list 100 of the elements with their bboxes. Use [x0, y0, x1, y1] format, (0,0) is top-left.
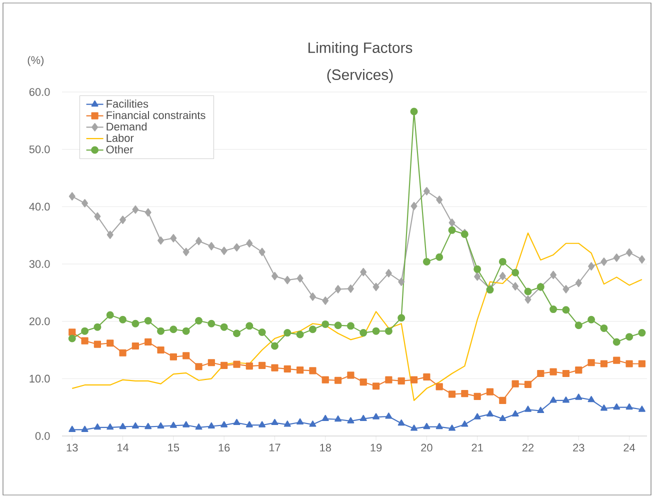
point — [562, 370, 570, 378]
point — [132, 320, 140, 328]
point — [524, 380, 532, 388]
point — [524, 288, 532, 296]
point — [271, 418, 278, 426]
point — [258, 328, 266, 336]
point — [436, 383, 443, 390]
y-tick-label: 10.0 — [30, 374, 50, 383]
point — [208, 242, 215, 250]
point — [385, 412, 392, 419]
point — [322, 414, 329, 422]
point — [271, 364, 278, 372]
point — [182, 248, 190, 256]
point — [588, 359, 595, 366]
point — [638, 406, 646, 412]
x-tick-label: 20 — [421, 444, 432, 452]
point — [258, 248, 266, 256]
point — [384, 327, 392, 335]
point — [220, 362, 228, 370]
point — [158, 236, 164, 245]
point — [448, 424, 456, 431]
point — [512, 268, 520, 276]
x-tick-label: 16 — [218, 444, 230, 452]
x-tick-label: 23 — [573, 444, 584, 452]
point — [220, 323, 228, 331]
point — [499, 272, 506, 280]
legend-label: Demand — [106, 122, 147, 131]
point — [474, 392, 481, 400]
y-tick-label: 20.0 — [29, 317, 50, 326]
point — [106, 423, 114, 430]
point — [233, 360, 240, 368]
point — [246, 322, 254, 330]
point — [246, 239, 253, 248]
point — [119, 422, 126, 430]
y-tick-label: 40.0 — [29, 202, 50, 211]
x-tick-label: 22 — [522, 444, 534, 452]
point — [550, 368, 557, 376]
y-tick-label: 30.0 — [29, 260, 50, 268]
point — [562, 396, 570, 403]
point — [132, 205, 139, 214]
point — [410, 424, 418, 431]
point — [68, 328, 76, 336]
point — [347, 372, 354, 379]
point — [284, 329, 292, 337]
point — [372, 382, 380, 390]
point — [144, 317, 152, 325]
point — [106, 311, 114, 319]
point — [588, 262, 595, 270]
point — [575, 394, 582, 400]
point — [638, 360, 646, 368]
point — [334, 322, 342, 330]
point — [461, 420, 468, 427]
point — [512, 380, 519, 388]
point — [499, 414, 506, 422]
point — [296, 366, 304, 374]
point — [106, 230, 114, 239]
point — [550, 270, 557, 280]
point — [94, 323, 102, 331]
point — [499, 396, 506, 404]
point — [284, 276, 291, 284]
point — [119, 316, 127, 324]
point — [170, 326, 178, 334]
point — [474, 272, 481, 281]
x-tick-label: 19 — [370, 444, 382, 452]
point — [270, 342, 278, 350]
point — [232, 330, 240, 338]
point — [474, 413, 481, 420]
point — [398, 278, 405, 286]
point — [423, 373, 430, 380]
point — [613, 254, 620, 262]
point — [385, 376, 392, 384]
point — [170, 353, 177, 360]
point — [208, 320, 216, 328]
point — [144, 338, 152, 346]
point — [296, 330, 304, 338]
point — [498, 258, 506, 266]
point — [410, 376, 418, 384]
point — [334, 376, 342, 384]
point — [309, 367, 316, 374]
point — [486, 410, 494, 416]
point — [258, 362, 266, 370]
point — [423, 187, 430, 196]
point — [182, 327, 190, 335]
y-tick-label: 50.0 — [29, 145, 50, 154]
point — [220, 421, 228, 428]
point — [448, 218, 456, 227]
point — [486, 388, 494, 396]
x-tick-label: 24 — [624, 444, 636, 452]
point — [322, 320, 330, 328]
legend-label: Financial constraints — [106, 111, 206, 120]
point — [474, 265, 482, 273]
point — [106, 340, 114, 347]
point — [600, 324, 608, 332]
point — [360, 329, 368, 337]
point — [410, 202, 418, 210]
point — [296, 274, 304, 282]
chart-title: Limiting Factors — [308, 42, 412, 56]
point — [372, 327, 380, 335]
point — [68, 192, 76, 200]
point — [81, 337, 88, 344]
